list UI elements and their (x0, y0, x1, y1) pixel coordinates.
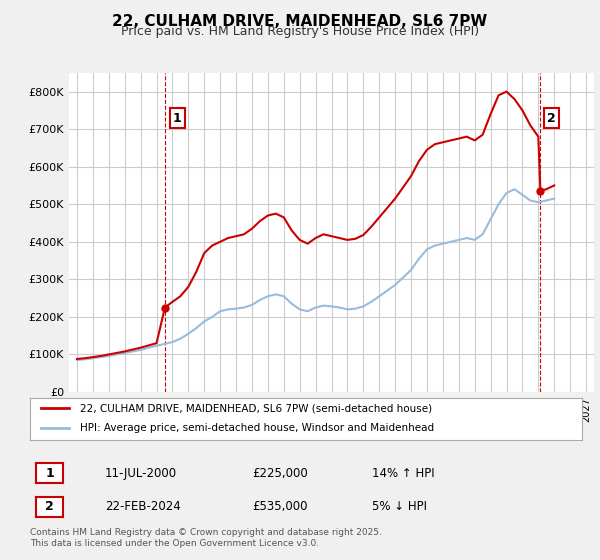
Text: 2: 2 (547, 111, 556, 125)
Text: 11-JUL-2000: 11-JUL-2000 (105, 466, 177, 480)
Text: Price paid vs. HM Land Registry's House Price Index (HPI): Price paid vs. HM Land Registry's House … (121, 25, 479, 38)
Text: £225,000: £225,000 (252, 466, 308, 480)
Text: 22, CULHAM DRIVE, MAIDENHEAD, SL6 7PW (semi-detached house): 22, CULHAM DRIVE, MAIDENHEAD, SL6 7PW (s… (80, 403, 432, 413)
Text: 2: 2 (45, 500, 54, 514)
Text: 22-FEB-2024: 22-FEB-2024 (105, 500, 181, 514)
Text: 22, CULHAM DRIVE, MAIDENHEAD, SL6 7PW: 22, CULHAM DRIVE, MAIDENHEAD, SL6 7PW (112, 14, 488, 29)
Text: Contains HM Land Registry data © Crown copyright and database right 2025.
This d: Contains HM Land Registry data © Crown c… (30, 528, 382, 548)
Text: HPI: Average price, semi-detached house, Windsor and Maidenhead: HPI: Average price, semi-detached house,… (80, 423, 434, 433)
Text: 14% ↑ HPI: 14% ↑ HPI (372, 466, 434, 480)
Text: 5% ↓ HPI: 5% ↓ HPI (372, 500, 427, 514)
Text: 1: 1 (45, 466, 54, 480)
Text: 1: 1 (173, 111, 182, 125)
Text: £535,000: £535,000 (252, 500, 308, 514)
